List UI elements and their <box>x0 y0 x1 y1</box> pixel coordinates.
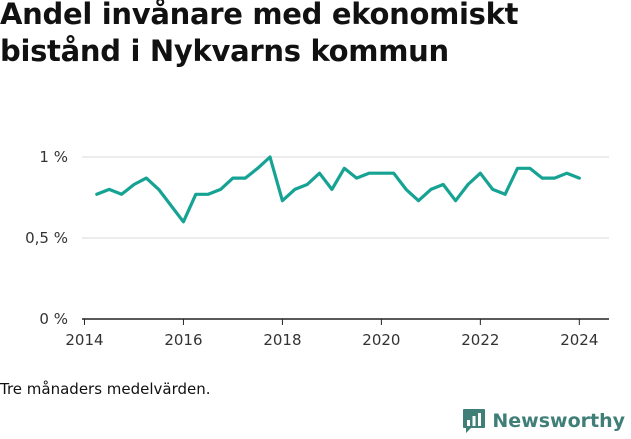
data-point <box>343 167 346 170</box>
x-tick-label: 2018 <box>263 331 301 349</box>
data-point <box>540 176 544 180</box>
data-point <box>120 193 123 196</box>
data-point <box>145 176 148 180</box>
footnote: Tre månaders medelvärden. <box>0 380 211 398</box>
data-point <box>95 193 99 196</box>
data-point <box>479 172 482 175</box>
x-tick-label: 2014 <box>65 331 103 349</box>
data-point <box>132 183 136 186</box>
data-point <box>305 183 309 186</box>
series-line <box>95 155 581 224</box>
y-axis-labels: 0 % 0,5 % 1 % <box>25 148 68 328</box>
data-point <box>466 183 470 186</box>
data-point <box>417 199 420 202</box>
data-series <box>95 155 581 224</box>
data-point <box>194 193 198 196</box>
data-point <box>281 199 284 202</box>
y-tick-label: 1 % <box>39 148 68 166</box>
data-point <box>256 167 259 170</box>
data-point <box>429 188 433 191</box>
data-point <box>293 188 296 191</box>
data-point <box>206 193 210 196</box>
data-point <box>553 176 556 180</box>
data-point <box>404 188 408 191</box>
data-point <box>355 176 358 180</box>
brand-name: Newsworthy <box>492 410 625 432</box>
x-tick-label: 2022 <box>461 331 499 349</box>
y-tick-label: 0 % <box>39 310 68 328</box>
data-point <box>528 167 532 170</box>
bar-chart-speech-bubble-icon <box>463 409 486 433</box>
data-point <box>231 176 235 180</box>
data-point <box>268 155 272 159</box>
data-point <box>442 183 445 186</box>
data-point <box>503 193 507 196</box>
data-point <box>454 199 457 202</box>
chart-title: Andel invånare med ekonomiskt bistånd i … <box>0 0 519 68</box>
x-tick-label: 2020 <box>362 331 400 349</box>
brand-logo[interactable]: Newsworthy <box>462 408 625 434</box>
data-point <box>367 172 371 175</box>
data-point <box>330 188 334 191</box>
data-point <box>578 176 581 180</box>
data-point <box>244 176 247 180</box>
data-point <box>380 172 383 175</box>
x-axis: 2014 2016 2018 2020 2022 2024 <box>65 319 598 349</box>
data-point <box>157 188 160 191</box>
data-point <box>108 188 111 191</box>
data-point <box>182 220 185 223</box>
data-point <box>516 167 519 170</box>
x-tick-label: 2024 <box>560 331 598 349</box>
data-point <box>219 188 222 191</box>
x-tick-label: 2016 <box>164 331 202 349</box>
data-point <box>318 172 321 175</box>
data-point <box>392 172 395 175</box>
data-point <box>169 204 173 207</box>
data-point <box>491 188 494 191</box>
data-point <box>565 172 569 175</box>
gridlines <box>82 156 609 320</box>
y-tick-label: 0,5 % <box>25 229 68 247</box>
